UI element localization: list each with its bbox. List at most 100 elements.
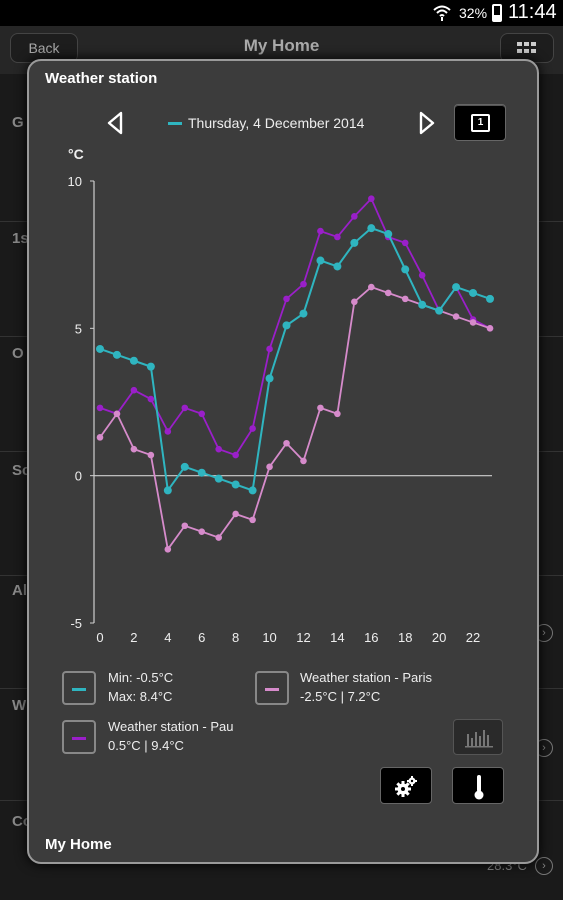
y-tick-label: 0 <box>75 469 82 484</box>
data-point <box>469 319 477 326</box>
data-point <box>283 439 290 447</box>
data-point <box>266 345 273 353</box>
weather-station-dialog: Weather station Thursday, 4 December 201… <box>27 59 539 864</box>
data-point <box>181 522 189 530</box>
data-point <box>401 239 409 247</box>
back-button[interactable]: Back <box>10 33 78 63</box>
thermometer-icon <box>474 775 484 800</box>
data-point <box>265 374 274 383</box>
data-point <box>266 463 273 471</box>
data-point <box>282 321 291 330</box>
data-point <box>334 410 341 418</box>
battery-percent: 32% <box>459 5 488 21</box>
data-point <box>283 295 290 303</box>
row-label: Al <box>12 582 27 599</box>
x-tick-label: 2 <box>130 630 137 645</box>
x-tick-label: 10 <box>262 630 276 645</box>
data-point <box>401 295 409 303</box>
data-point <box>232 510 239 518</box>
legend-pau-text: Weather station - Pau 0.5°C | 9.4°C <box>108 717 234 755</box>
data-point <box>401 265 410 274</box>
legend-toggle-pau[interactable] <box>62 720 96 754</box>
legend-toggle-paris[interactable] <box>255 671 289 705</box>
data-point <box>214 474 223 483</box>
data-point <box>147 395 155 403</box>
data-point <box>181 404 189 412</box>
data-point <box>317 227 324 235</box>
legend-max: Max: 8.4°C <box>108 689 173 704</box>
data-point <box>198 410 206 418</box>
legend-swatch <box>265 688 279 691</box>
data-point <box>351 213 358 220</box>
next-day-button[interactable] <box>413 110 439 136</box>
data-point <box>249 516 256 524</box>
y-tick-label: 5 <box>75 321 82 336</box>
data-point <box>486 325 494 332</box>
bar-chart-icon <box>465 730 493 748</box>
data-point <box>197 468 206 477</box>
data-point <box>452 313 460 320</box>
chevron-left-icon <box>107 111 123 135</box>
row-label: 1s <box>12 230 29 247</box>
data-point <box>130 386 138 394</box>
previous-day-button[interactable] <box>103 110 129 136</box>
y-axis-label: °C <box>68 146 84 162</box>
series-line-0 <box>99 197 491 457</box>
temperature-chart: °C -5 0 5 10 0 2 4 6 8 10 12 14 16 18 20 22 <box>68 146 494 645</box>
settings-button[interactable] <box>380 767 432 804</box>
status-bar: 32% 11:44 <box>0 0 563 26</box>
calendar-button[interactable]: 1 <box>454 104 506 141</box>
data-point <box>300 280 307 288</box>
legend-station-text: Min: -0.5°C Max: 8.4°C <box>108 668 173 706</box>
data-point <box>96 404 104 412</box>
data-point <box>300 457 307 465</box>
data-point <box>384 230 393 239</box>
data-point <box>334 233 341 241</box>
clock: 11:44 <box>508 1 557 23</box>
data-point <box>164 428 172 435</box>
gears-icon <box>395 776 417 797</box>
x-tick-label: 20 <box>432 630 446 645</box>
date-series-swatch <box>168 122 182 125</box>
data-point <box>368 195 375 202</box>
data-point <box>486 294 494 303</box>
x-tick-label: 8 <box>232 630 239 645</box>
legend-series-name: Weather station - Pau <box>108 719 234 734</box>
data-point <box>418 271 426 279</box>
data-point <box>198 528 206 535</box>
data-point <box>249 425 256 432</box>
data-point <box>418 300 427 309</box>
data-point <box>96 344 104 353</box>
wifi-icon <box>433 5 451 21</box>
thermometer-button[interactable] <box>452 767 504 804</box>
chevron-right-icon[interactable]: › <box>535 857 553 875</box>
bar-chart-button[interactable] <box>453 719 503 755</box>
data-point <box>316 256 325 265</box>
current-date: Thursday, 4 December 2014 <box>188 115 365 131</box>
x-tick-label: 0 <box>96 630 103 645</box>
row-label: G <box>12 114 24 131</box>
data-point <box>113 410 121 418</box>
data-point <box>248 486 257 495</box>
x-tick-label: 18 <box>398 630 412 645</box>
dialog-title: Weather station <box>45 70 158 87</box>
data-point <box>452 283 461 292</box>
legend-swatch <box>72 688 86 691</box>
data-point <box>112 350 121 359</box>
x-tick-label: 16 <box>364 630 378 645</box>
x-tick-label: 12 <box>296 630 310 645</box>
data-point <box>215 534 222 541</box>
x-tick-label: 22 <box>466 630 480 645</box>
x-tick-label: 14 <box>330 630 344 645</box>
data-point <box>384 289 392 297</box>
legend-toggle-station[interactable] <box>62 671 96 705</box>
legend-swatch <box>72 737 86 740</box>
data-point <box>147 451 155 459</box>
row-label: W <box>12 697 27 714</box>
grid-menu-button[interactable] <box>500 33 554 63</box>
data-point <box>317 404 324 412</box>
data-point <box>350 238 359 247</box>
data-point <box>367 224 376 233</box>
legend-range: 0.5°C | 9.4°C <box>108 738 184 753</box>
